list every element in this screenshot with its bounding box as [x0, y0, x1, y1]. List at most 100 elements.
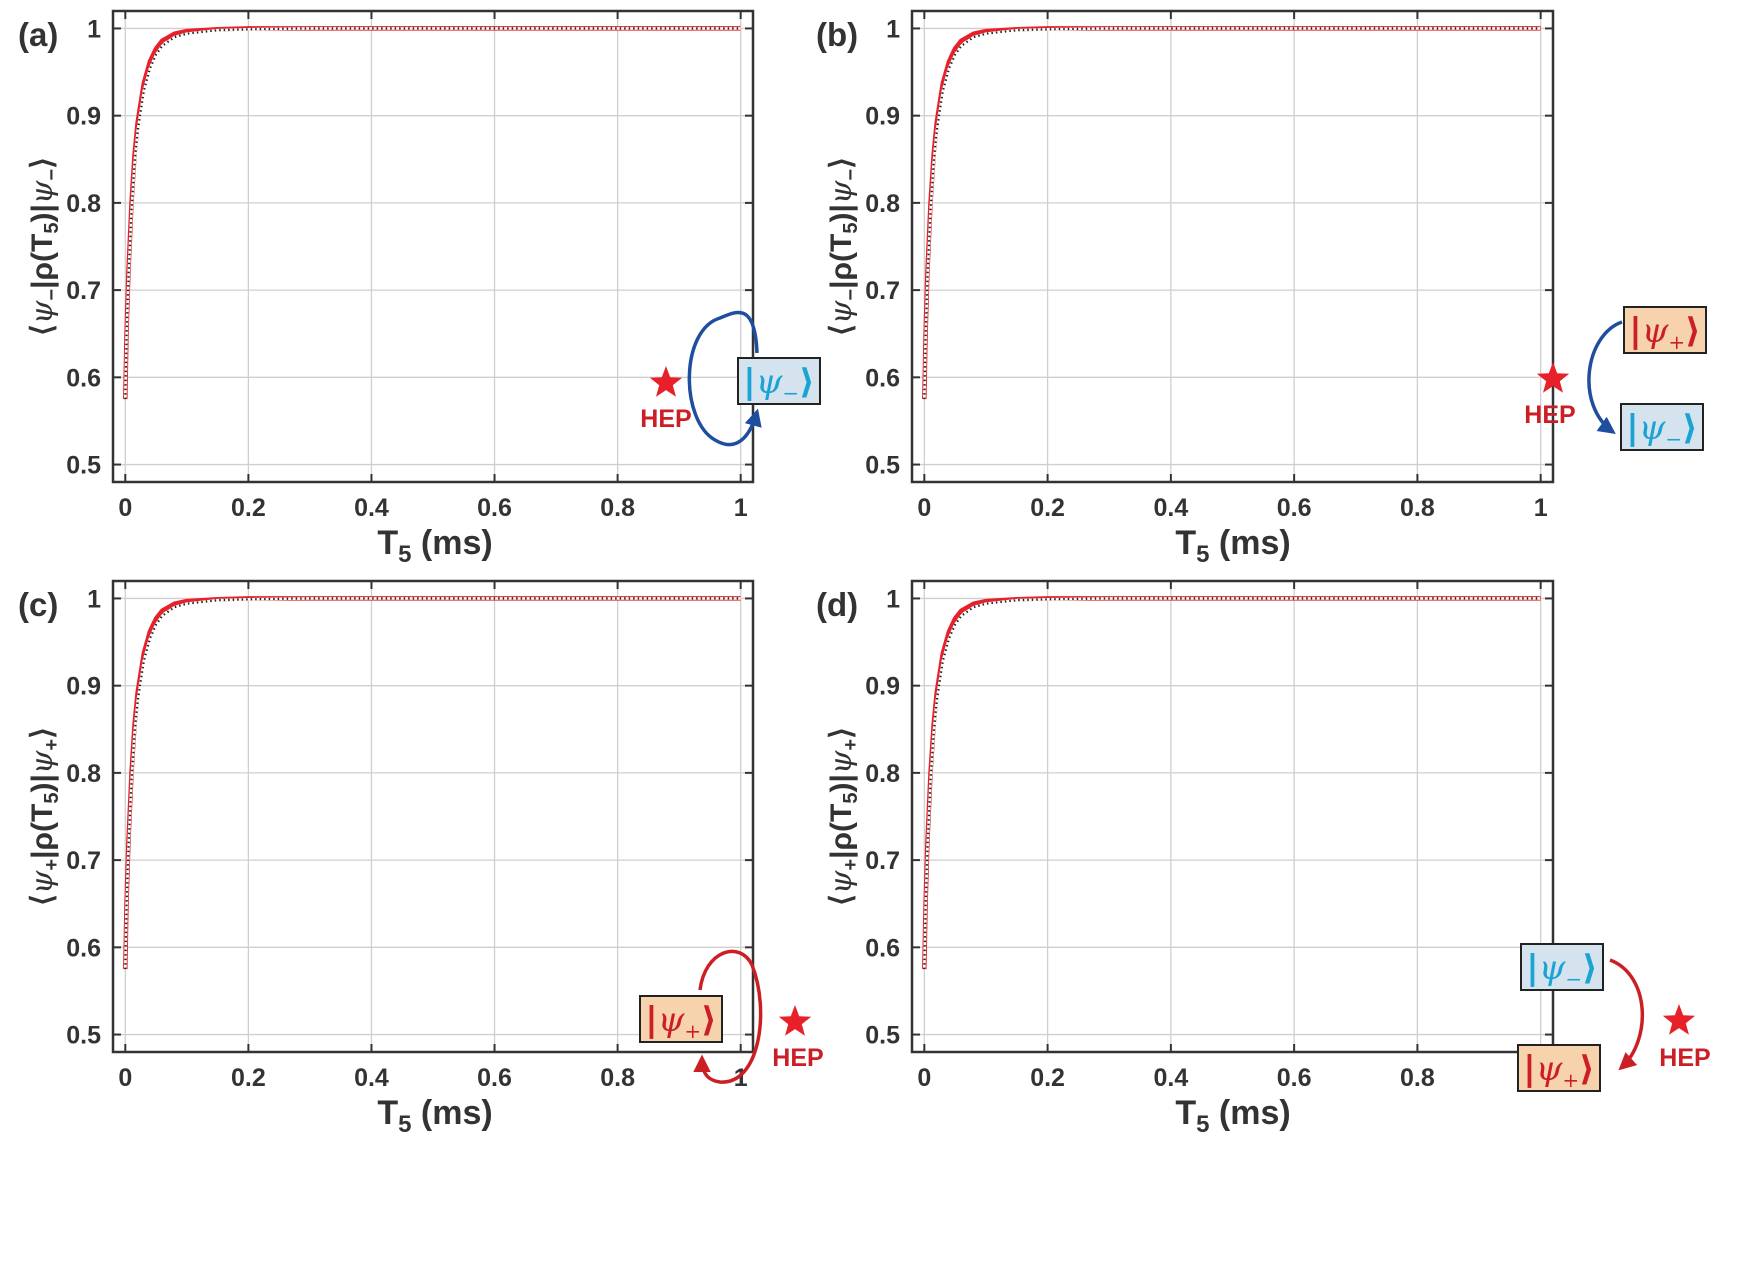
hep-text: HEP: [1524, 401, 1575, 429]
x-label-unit: (ms): [1209, 524, 1290, 562]
y-tick-label: 0.6: [865, 934, 900, 962]
x-tick-label: 0.4: [354, 494, 389, 522]
inset-diagram: |ψ+⟩|ψ−⟩HEP: [1524, 306, 1707, 451]
ket-close: ⟩: [1582, 948, 1598, 988]
y-tick-label: 0.6: [865, 364, 900, 392]
ylabel-psi: ψ: [25, 870, 60, 894]
ket-sub: −: [1665, 427, 1682, 451]
loop-arrow: [687, 310, 762, 447]
ket-plus-label: |ψ+⟩: [1629, 311, 1700, 354]
y-axis-label: ⟨ψ+|ρ(T5)|ψ+⟩: [824, 727, 862, 906]
ket-psi: ψ: [1536, 1049, 1563, 1089]
series-line-dotted-bg: [923, 597, 1541, 970]
y-tick-label: 0.5: [66, 1022, 101, 1050]
loop-arrow: [693, 949, 763, 1084]
ylabel-rho: |ρ(T: [26, 804, 59, 859]
hep-label: HEP: [1524, 401, 1575, 429]
x-tick-label: 1: [734, 494, 748, 522]
y-tick-label: 1: [87, 15, 101, 43]
ylabel-sub: −: [840, 289, 862, 301]
transfer-arrow: [1609, 958, 1645, 1071]
panel-label: (c): [18, 586, 58, 623]
hep-star-icon: [649, 366, 683, 397]
hep-label: HEP: [640, 405, 691, 433]
ylabel-psi: ψ: [824, 870, 859, 894]
ylabel-close: )|: [26, 774, 59, 792]
series-line-red: [922, 596, 1541, 970]
y-tick-label: 0.9: [66, 103, 101, 131]
ket-close: ⟩: [1682, 408, 1698, 448]
ylabel-bra: ⟨: [26, 324, 59, 336]
x-label-sub: 5: [1196, 541, 1209, 568]
y-axis-label: ⟨ψ−|ρ(T5)|ψ−⟩: [824, 157, 862, 336]
axes-frame: [910, 9, 1555, 484]
ket-plus-box: [1623, 306, 1707, 354]
ket-psi: ψ: [1639, 408, 1666, 448]
x-label-unit: (ms): [411, 524, 492, 562]
ylabel-ket: ⟩: [825, 727, 858, 739]
ket-minus-label: |ψ−⟩: [743, 362, 814, 405]
x-tick-label: 0.4: [1153, 1064, 1188, 1092]
y-tick-label: 0.6: [66, 934, 101, 962]
series-line-dotted: [124, 27, 741, 400]
x-label-unit: (ms): [411, 1094, 492, 1132]
x-tick-label: 0.4: [354, 1064, 389, 1092]
ket-bar: |: [1626, 408, 1638, 448]
series-line-dotted: [124, 597, 741, 970]
axes-frame: [111, 9, 755, 484]
ket-close: ⟩: [799, 362, 815, 402]
ylabel-bra: ⟨: [825, 894, 858, 906]
series-line-dotted: [923, 597, 1541, 970]
hep-star-icon: [1662, 1004, 1696, 1035]
y-tick-label: 0.8: [865, 190, 900, 218]
ket-plus-box: [1517, 1044, 1601, 1092]
ylabel-close: )|: [26, 204, 59, 222]
hep-star-icon: [778, 1005, 812, 1036]
ylabel-sub5: 5: [41, 792, 63, 803]
y-tick-label: 0.9: [66, 673, 101, 701]
y-tick-label: 0.8: [66, 190, 101, 218]
transfer-arrow: [1587, 320, 1623, 435]
ylabel-psi2: ψ: [25, 750, 60, 774]
x-label-sub: 5: [398, 1111, 411, 1138]
x-tick-label: 0.8: [1400, 1064, 1435, 1092]
ket-sub: +: [1668, 330, 1685, 354]
ylabel-sub: +: [41, 859, 63, 871]
y-tick-label: 0.9: [865, 673, 900, 701]
x-tick-label: 0.6: [477, 494, 512, 522]
x-tick-label: 0.6: [477, 1064, 512, 1092]
ket-bar: |: [1629, 311, 1641, 351]
panel-b: 0 0.2 0.4 0.6 0.8 10.50.60.70.80.91(b)T5 (ms)…: [816, 9, 1707, 568]
hep-label: HEP: [772, 1044, 823, 1072]
x-tick-label: 0.2: [231, 1064, 266, 1092]
series-line-dotted-bg: [923, 27, 1541, 400]
x-label-sub: 5: [1196, 1111, 1209, 1138]
panel-c: 0 0.2 0.4 0.6 0.8 10.50.60.70.80.91(c)T5 (ms)…: [18, 579, 824, 1138]
x-tick-label: 0.8: [600, 1064, 635, 1092]
panel-label: (a): [18, 16, 58, 53]
ylabel-ket: ⟩: [26, 157, 59, 169]
x-tick-label: 0: [917, 494, 931, 522]
ket-bar: |: [645, 1000, 657, 1040]
inset-diagram: |ψ−⟩ HEP: [640, 310, 821, 447]
inset-diagram: |ψ−⟩|ψ+⟩ HEP: [1517, 943, 1711, 1092]
ket-minus-box: [1620, 403, 1704, 451]
panel-d: 00.20.40.60.810.50.60.70.80.91(d)T5 (ms)…: [816, 579, 1711, 1138]
x-tick-label: 0.4: [1153, 494, 1188, 522]
ket-minus-box: [1520, 943, 1604, 991]
x-tick-label: 0.2: [1030, 1064, 1065, 1092]
series-line-red: [123, 596, 741, 970]
ylabel-sub5: 5: [41, 222, 63, 233]
hep-star-icon: [1536, 362, 1570, 393]
ylabel-rho: |ρ(T: [26, 234, 59, 289]
series-line-dotted: [923, 27, 1541, 400]
y-tick-label: 1: [886, 15, 900, 43]
panel-label: (d): [816, 586, 858, 623]
y-tick-label: 0.5: [66, 452, 101, 480]
x-tick-label: 0.8: [600, 494, 635, 522]
x-tick-label: 0: [118, 494, 132, 522]
x-tick-label: 0: [118, 1064, 132, 1092]
ylabel-sub5: 5: [840, 222, 862, 233]
ylabel-sub5: 5: [840, 792, 862, 803]
